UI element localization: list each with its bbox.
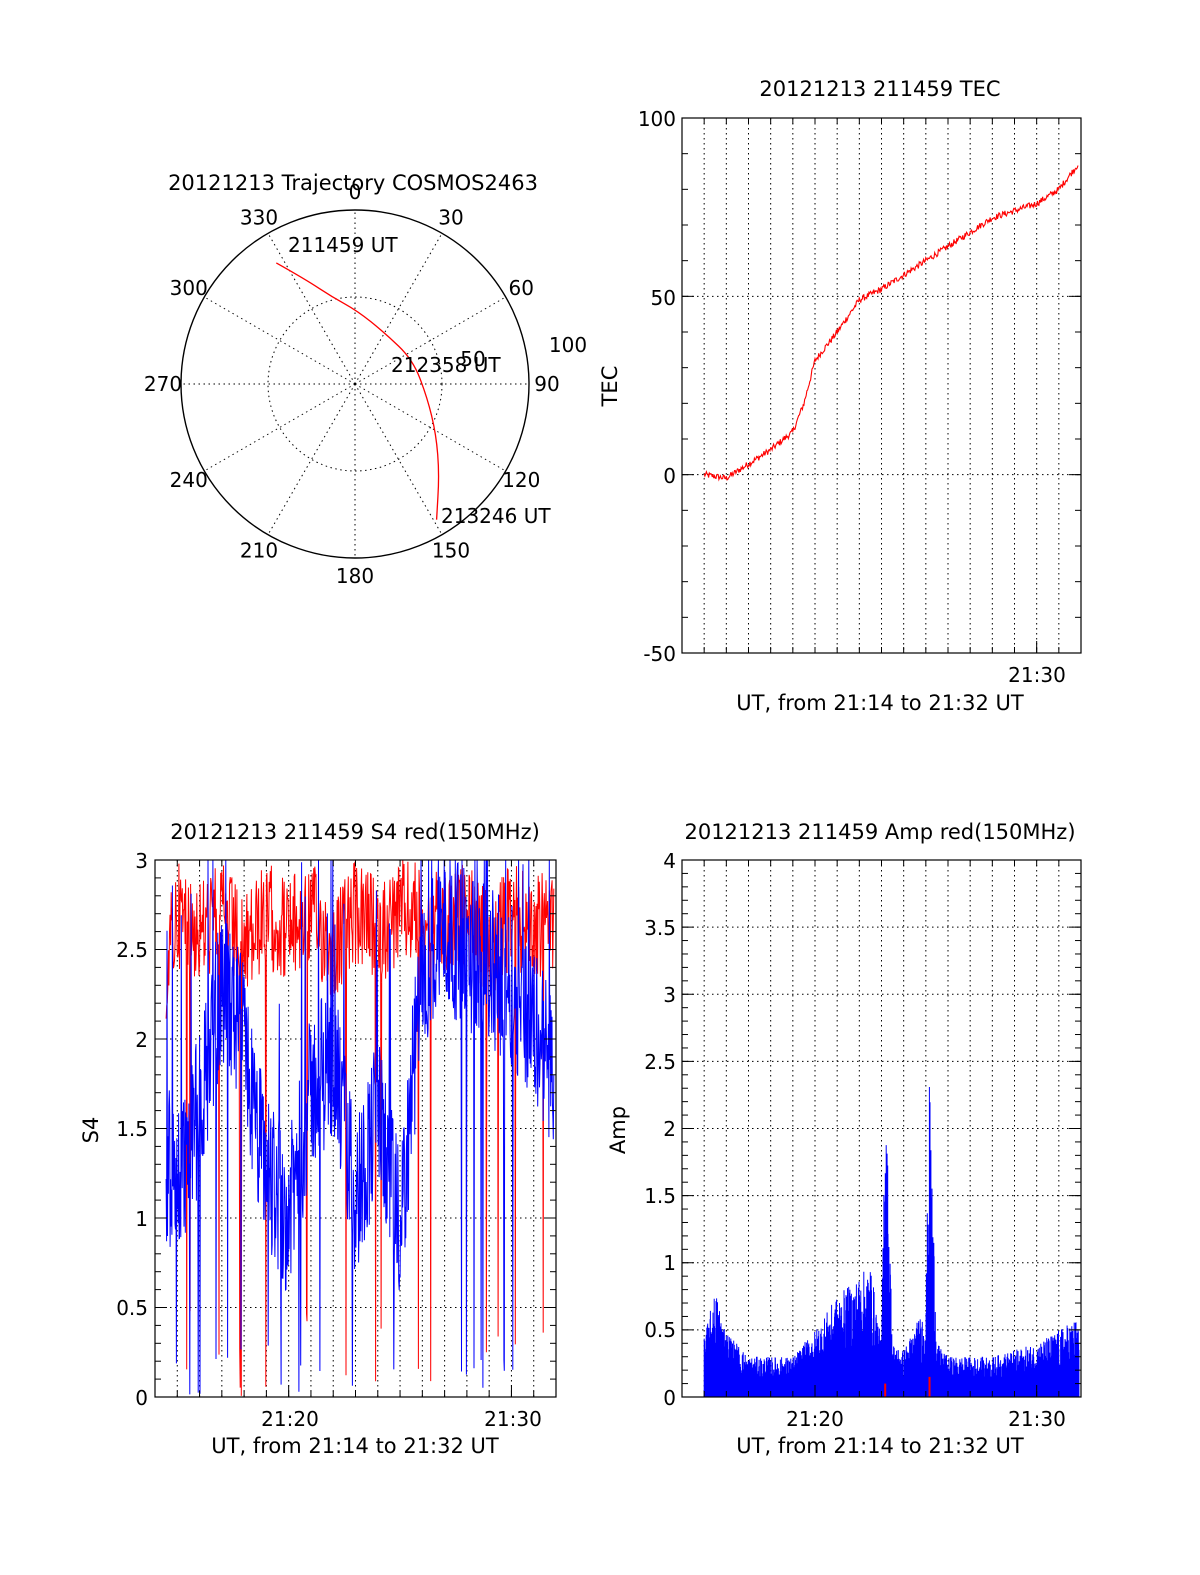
s4-xtick-2120: 21:20 <box>261 1407 319 1431</box>
tec-xlabel: UT, from 21:14 to 21:32 UT <box>736 691 1024 715</box>
s4-red-line <box>165 860 555 1396</box>
amp-grid <box>682 860 1081 1397</box>
azimuth-labels: 0 30 60 90 120 150 180 210 240 270 300 330 <box>144 180 560 588</box>
s4-ytick-2: 2 <box>135 1028 148 1052</box>
trajectory-title: 20121213 Trajectory COSMOS2463 <box>168 171 538 195</box>
azimuth-label-60: 60 <box>509 276 534 300</box>
tec-grid <box>682 118 1081 653</box>
amp-ytick-2.5: 2.5 <box>644 1050 676 1074</box>
azimuth-label-150: 150 <box>432 538 470 562</box>
s4-red-series <box>165 860 555 1396</box>
polar-spoke-210 <box>267 383 356 535</box>
amp-ytick-0: 0 <box>663 1386 676 1410</box>
polar-grid <box>180 209 530 559</box>
amp-ytick-2: 2 <box>663 1117 676 1141</box>
amp-ylabel: Amp <box>606 1106 630 1154</box>
azimuth-label-270: 270 <box>144 372 182 396</box>
amp-blue-series <box>703 1087 1080 1397</box>
amp-xtick-2130: 21:30 <box>1008 1407 1066 1431</box>
s4-ytick-1: 1 <box>135 1207 148 1231</box>
s4-ytick-0: 0 <box>135 1386 148 1410</box>
s4-blue-line <box>165 859 555 1395</box>
amp-ytick-3: 3 <box>663 983 676 1007</box>
azimuth-label-240: 240 <box>170 468 208 492</box>
s4-ytick-2.5: 2.5 <box>116 938 148 962</box>
amp-ytick-3.5: 3.5 <box>644 916 676 940</box>
tec-ylabel: TEC <box>598 366 622 408</box>
polar-outer-circle <box>180 209 530 559</box>
radial-label-100: 100 <box>549 333 587 357</box>
trajectory-start-time: 211459 UT <box>288 233 398 257</box>
trajectory-panel: 20121213 Trajectory COSMOS2463 0 30 60 90 12… <box>144 171 587 588</box>
s4-panel: 20121213 211459 S4 red(150MHz) 3 2.5 2 1… <box>79 820 557 1458</box>
tec-ytick-50: 50 <box>651 286 676 310</box>
tec-xtick-2130: 21:30 <box>1008 663 1066 687</box>
tec-ytick-minus50: -50 <box>643 642 676 666</box>
polar-spoke-120 <box>354 383 506 472</box>
azimuth-label-180: 180 <box>336 564 374 588</box>
polar-spokes <box>181 210 529 558</box>
s4-title: 20121213 211459 S4 red(150MHz) <box>170 820 540 844</box>
radial-label-50: 50 <box>460 347 485 371</box>
s4-ytick-1.5: 1.5 <box>116 1117 148 1141</box>
s4-xlabel: UT, from 21:14 to 21:32 UT <box>211 1434 499 1458</box>
azimuth-label-120: 120 <box>502 468 540 492</box>
polar-spoke-150 <box>354 383 443 535</box>
amp-xtick-2120: 21:20 <box>786 1407 844 1431</box>
s4-ylabel: S4 <box>79 1117 103 1144</box>
azimuth-label-330: 330 <box>240 206 278 230</box>
s4-ytick-3: 3 <box>135 849 148 873</box>
s4-xtick-2130: 21:30 <box>484 1407 542 1431</box>
amp-panel: 20121213 211459 Amp red(150MHz) 4 3.5 3 … <box>606 820 1082 1458</box>
polar-spoke-330 <box>267 233 356 385</box>
amp-ytick-1.5: 1.5 <box>644 1184 676 1208</box>
amp-ytick-4: 4 <box>663 849 676 873</box>
tec-ytick-100: 100 <box>638 107 676 131</box>
amp-blue-line <box>703 1087 1080 1397</box>
polar-spoke-240 <box>204 383 356 472</box>
azimuth-label-300: 300 <box>170 276 208 300</box>
s4-blue-series <box>165 859 555 1395</box>
s4-ticks <box>155 859 556 1398</box>
trajectory-mid-time: 212358 UT <box>391 353 501 377</box>
amp-red-series <box>884 1376 931 1397</box>
amp-ticks <box>682 859 1081 1398</box>
azimuth-label-90: 90 <box>534 372 559 396</box>
azimuth-label-0: 0 <box>349 180 362 204</box>
tec-panel: 20121213 211459 TEC 100 50 0 -50 21:30 U… <box>598 77 1082 715</box>
tec-series-line <box>703 165 1079 482</box>
tec-title: 20121213 211459 TEC <box>759 77 1000 101</box>
amp-ytick-1: 1 <box>663 1251 676 1275</box>
tec-ticks <box>682 117 1081 654</box>
polar-spoke-60 <box>354 296 506 385</box>
trajectory-track <box>275 262 440 520</box>
amp-title: 20121213 211459 Amp red(150MHz) <box>684 820 1075 844</box>
amp-xlabel: UT, from 21:14 to 21:32 UT <box>736 1434 1024 1458</box>
tec-ytick-0: 0 <box>663 464 676 488</box>
polar-inner-circle <box>267 296 443 472</box>
polar-spoke-300 <box>204 296 356 385</box>
polar-spoke-30 <box>354 233 443 385</box>
azimuth-label-210: 210 <box>240 538 278 562</box>
amp-ytick-0.5: 0.5 <box>644 1318 676 1342</box>
trajectory-end-time: 213246 UT <box>441 504 551 528</box>
azimuth-label-30: 30 <box>438 206 463 230</box>
s4-ytick-0.5: 0.5 <box>116 1296 148 1320</box>
